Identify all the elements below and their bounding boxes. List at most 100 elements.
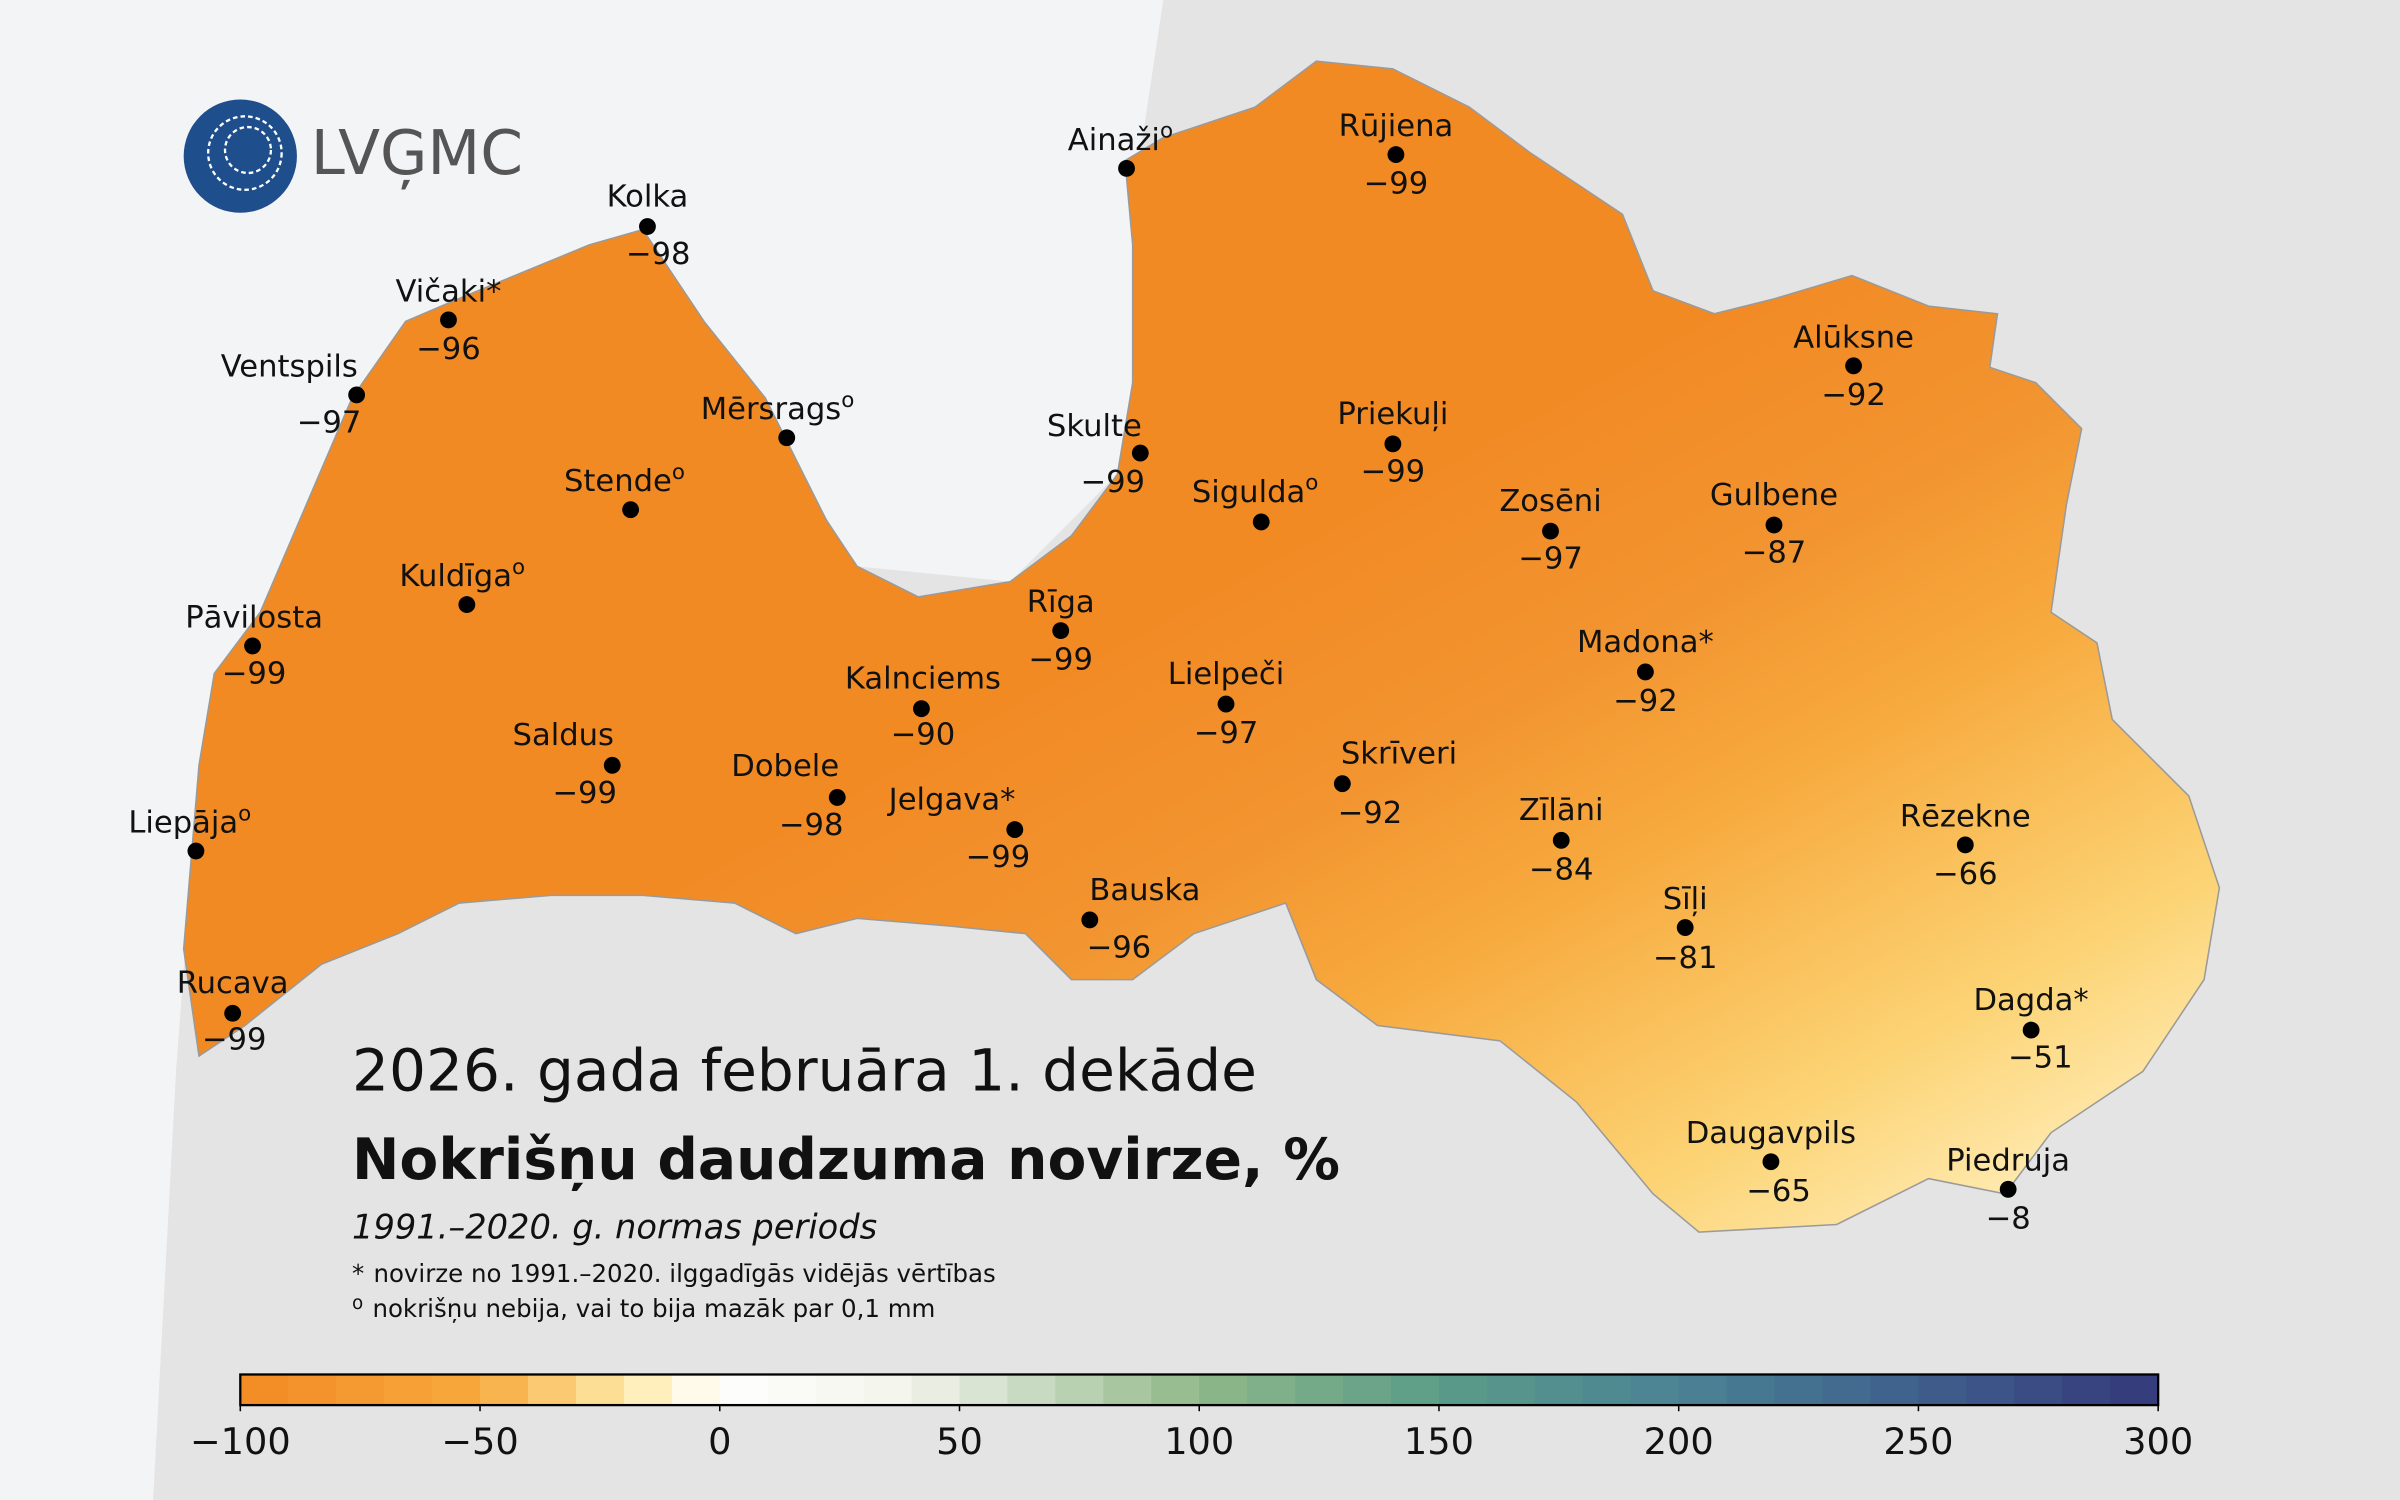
station-name: Zosēni: [1499, 484, 1601, 519]
station-name-text: Rīga: [1027, 585, 1095, 620]
station-value: −99: [1361, 454, 1426, 489]
colorbar-step: [2110, 1374, 2159, 1406]
station-name-text: Bauska: [1089, 872, 1200, 907]
colorbar-step: [1199, 1374, 1248, 1406]
colorbar-step: [1726, 1374, 1776, 1406]
station-dot: [348, 386, 366, 404]
station-name: Madona*: [1577, 624, 1714, 659]
colorbar-step: [1247, 1374, 1296, 1406]
colorbar-step: [288, 1374, 337, 1406]
colorbar-step: [1918, 1374, 1968, 1406]
station-dot: [828, 789, 846, 806]
note-symbol: o: [352, 1293, 363, 1314]
station-name: Saldus: [513, 718, 614, 753]
station-value: −96: [416, 332, 481, 367]
note: o nokrišņu nebija, vai to bija mazāk par …: [352, 1293, 935, 1323]
note-text: nokrišņu nebija, vai to bija mazāk par 0…: [372, 1294, 935, 1323]
station-dot: [1384, 435, 1402, 453]
station-value: −99: [552, 776, 617, 811]
colorbar-step: [432, 1374, 481, 1406]
station-name-text: Mērsrags: [701, 392, 842, 427]
colorbar-step: [480, 1374, 529, 1406]
colorbar-step: [1055, 1374, 1105, 1406]
station-name: Skrīveri: [1341, 736, 1457, 771]
latvia: [182, 60, 2221, 1233]
station-value: −97: [297, 405, 362, 440]
station-sup: o: [1305, 471, 1318, 496]
colorbar-step: [959, 1374, 1009, 1406]
colorbar-tick-label: 100: [1164, 1420, 1234, 1463]
station-dot: [1552, 831, 1570, 849]
station-name-text: Sīļi: [1663, 882, 1708, 917]
colorbar-tick-label: 300: [2123, 1420, 2193, 1463]
title: 2026. gada februāra 1. dekāde: [352, 1037, 1257, 1105]
colorbar-step: [1103, 1374, 1153, 1406]
colorbar-step: [1822, 1374, 1872, 1406]
station-value: −8: [1986, 1201, 2031, 1236]
station-name: Kolka: [607, 179, 689, 214]
station-dot: [1252, 513, 1270, 531]
station-name-text: Dagda*: [1973, 983, 2088, 1018]
station-name: Alūksne: [1793, 320, 1914, 355]
colorbar-step: [1774, 1374, 1824, 1406]
station-name: Kuldīgao: [399, 555, 525, 594]
colorbar-tick-label: 150: [1404, 1420, 1474, 1463]
heading: Nokrišņu daudzuma novirze, %: [352, 1127, 1340, 1193]
station-dot: [458, 596, 476, 614]
station-name: Skulte: [1047, 409, 1142, 444]
station-name: Kalnciems: [845, 661, 1001, 696]
station-value: −99: [202, 1022, 267, 1057]
station-value: −87: [1742, 536, 1807, 571]
station-dot: [1999, 1180, 2017, 1198]
station-value: −84: [1529, 852, 1594, 887]
colorbar-step: [767, 1374, 817, 1406]
station-name-text: Kolka: [607, 179, 689, 214]
colorbar-step: [1966, 1374, 2016, 1406]
station-name-text: Rēzekne: [1900, 799, 2031, 834]
station-name: Sīļi: [1663, 882, 1708, 917]
station-dot: [603, 756, 621, 774]
station-dot: [440, 311, 457, 329]
station-dot: [1006, 821, 1024, 839]
station-name: Ventspils: [221, 349, 358, 384]
station-dot: [224, 1004, 242, 1022]
station-name-text: Alūksne: [1793, 320, 1914, 355]
station-name-text: Lielpeči: [1168, 657, 1285, 692]
colorbar-step: [911, 1374, 961, 1406]
station-value: −65: [1746, 1174, 1811, 1209]
colorbar-step: [1391, 1374, 1440, 1406]
colorbar-step: [1678, 1374, 1728, 1406]
colorbar-step: [1534, 1374, 1584, 1406]
station-name: Stendeo: [564, 460, 685, 499]
notes: * novirze no 1991.–2020. ilggadīgās vidēj…: [352, 1259, 996, 1323]
station-name-text: Saldus: [513, 718, 614, 753]
colorbar-step: [863, 1374, 913, 1406]
station-sup: o: [238, 801, 251, 826]
colorbar-step: [527, 1374, 577, 1406]
station-value: −51: [2008, 1041, 2073, 1076]
station-name-text: Kalnciems: [845, 661, 1001, 696]
colorbar-step: [2014, 1374, 2064, 1406]
colorbar-step: [1630, 1374, 1680, 1406]
station-dot: [1118, 159, 1135, 177]
colorbar-step: [336, 1374, 385, 1406]
station-value: −99: [1028, 643, 1093, 678]
colorbar-step: [671, 1374, 721, 1406]
station-name-text: Pāvilosta: [185, 600, 323, 635]
station-value: −99: [1080, 465, 1145, 500]
station-value: −99: [966, 840, 1031, 875]
station-name: Siguldao: [1192, 471, 1319, 510]
station-name-text: Liepāja: [128, 805, 238, 840]
colorbar-tick-label: −100: [190, 1420, 291, 1463]
station-name: Daugavpils: [1686, 1116, 1856, 1151]
station-dot: [1762, 1153, 1780, 1171]
subtitle: 1991.–2020. g. normas periods: [352, 1208, 877, 1247]
station-sup: o: [1160, 119, 1173, 144]
station-name: Pāvilosta: [185, 600, 323, 635]
station-name-text: Rūjiena: [1339, 109, 1454, 144]
colorbar-step: [1870, 1374, 1920, 1406]
station-dot: [913, 700, 930, 718]
station-name-text: Kuldīga: [399, 559, 512, 594]
colorbar-tick-label: 0: [708, 1420, 731, 1463]
